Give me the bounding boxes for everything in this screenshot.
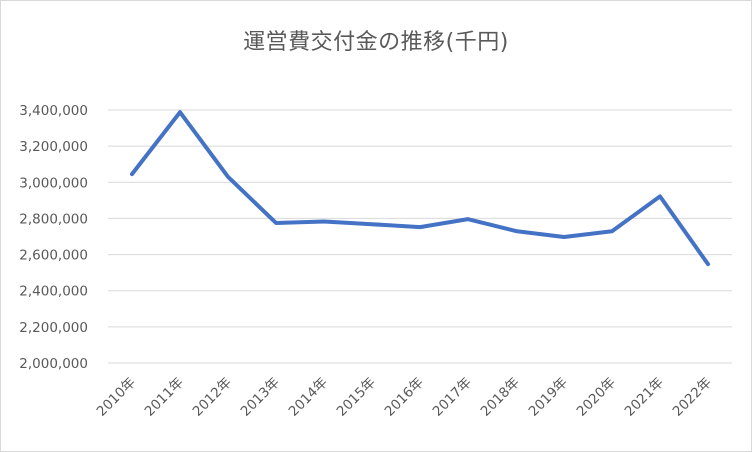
- x-tick-label: 2010年: [94, 375, 139, 420]
- x-tick-label: 2017年: [430, 375, 475, 420]
- x-tick-label: 2019年: [526, 375, 571, 420]
- gridlines: [108, 109, 732, 364]
- x-tick-label: 2015年: [334, 375, 379, 420]
- series-group: [130, 110, 710, 267]
- y-tick-label: 2,000,000: [19, 356, 88, 372]
- y-tick-label: 3,000,000: [19, 175, 88, 191]
- x-tick-label: 2012年: [190, 375, 235, 420]
- x-tick-label: 2020年: [574, 375, 619, 420]
- x-tick-label: 2011年: [142, 375, 187, 420]
- x-axis-ticks: 2010年 2011年 2012年 2013年 2014年 2015年 2016年 2017年…: [94, 375, 715, 420]
- y-tick-label: 3,400,000: [19, 103, 88, 119]
- x-tick-label: 2016年: [382, 375, 427, 420]
- x-tick-label: 2014年: [286, 375, 331, 420]
- y-tick-label: 2,200,000: [19, 320, 88, 336]
- x-tick-label: 2013年: [238, 375, 283, 420]
- y-tick-label: 2,800,000: [19, 211, 88, 227]
- y-tick-label: 3,200,000: [19, 139, 88, 155]
- chart-title: 運営費交付金の推移(千円): [243, 30, 509, 55]
- x-tick-label: 2021年: [622, 375, 667, 420]
- y-tick-label: 2,600,000: [19, 248, 88, 264]
- x-tick-label: 2018年: [478, 375, 523, 420]
- y-axis-ticks: 2,000,000 2,200,000 2,400,000 2,600,000 2,80…: [19, 103, 88, 372]
- y-tick-label: 2,400,000: [19, 284, 88, 300]
- x-tick-label: 2022年: [670, 375, 715, 420]
- series-line: [130, 110, 710, 267]
